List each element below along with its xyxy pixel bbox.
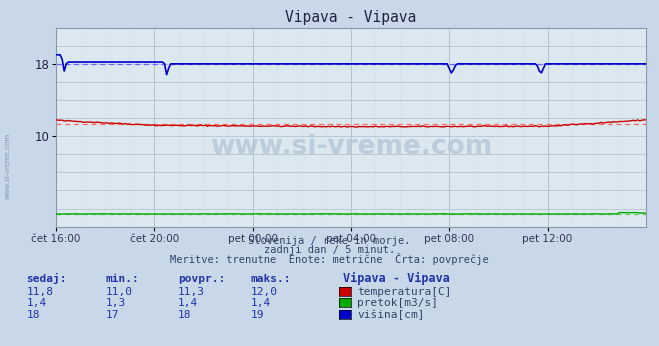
Text: 18: 18 [26,310,40,320]
Title: Vipava - Vipava: Vipava - Vipava [285,10,416,25]
Text: 19: 19 [250,310,264,320]
Text: 11,3: 11,3 [178,287,205,297]
Text: temperatura[C]: temperatura[C] [357,287,451,297]
Text: www.si-vreme.com: www.si-vreme.com [5,133,11,199]
Text: pretok[m3/s]: pretok[m3/s] [357,298,438,308]
Text: 1,4: 1,4 [26,298,47,308]
Text: 18: 18 [178,310,191,320]
Text: 1,4: 1,4 [178,298,198,308]
Text: maks.:: maks.: [250,274,291,284]
Text: 1,4: 1,4 [250,298,271,308]
Text: 11,8: 11,8 [26,287,53,297]
Text: Meritve: trenutne  Enote: metrične  Črta: povprečje: Meritve: trenutne Enote: metrične Črta: … [170,253,489,265]
Text: sedaj:: sedaj: [26,273,67,284]
Text: Slovenija / reke in morje.: Slovenija / reke in morje. [248,236,411,246]
Text: 11,0: 11,0 [105,287,132,297]
Text: Vipava - Vipava: Vipava - Vipava [343,272,449,285]
Text: 17: 17 [105,310,119,320]
Text: povpr.:: povpr.: [178,274,225,284]
Text: www.si-vreme.com: www.si-vreme.com [210,134,492,160]
Text: zadnji dan / 5 minut.: zadnji dan / 5 minut. [264,245,395,255]
Text: višina[cm]: višina[cm] [357,310,424,320]
Text: 1,3: 1,3 [105,298,126,308]
Text: 12,0: 12,0 [250,287,277,297]
Text: min.:: min.: [105,274,139,284]
